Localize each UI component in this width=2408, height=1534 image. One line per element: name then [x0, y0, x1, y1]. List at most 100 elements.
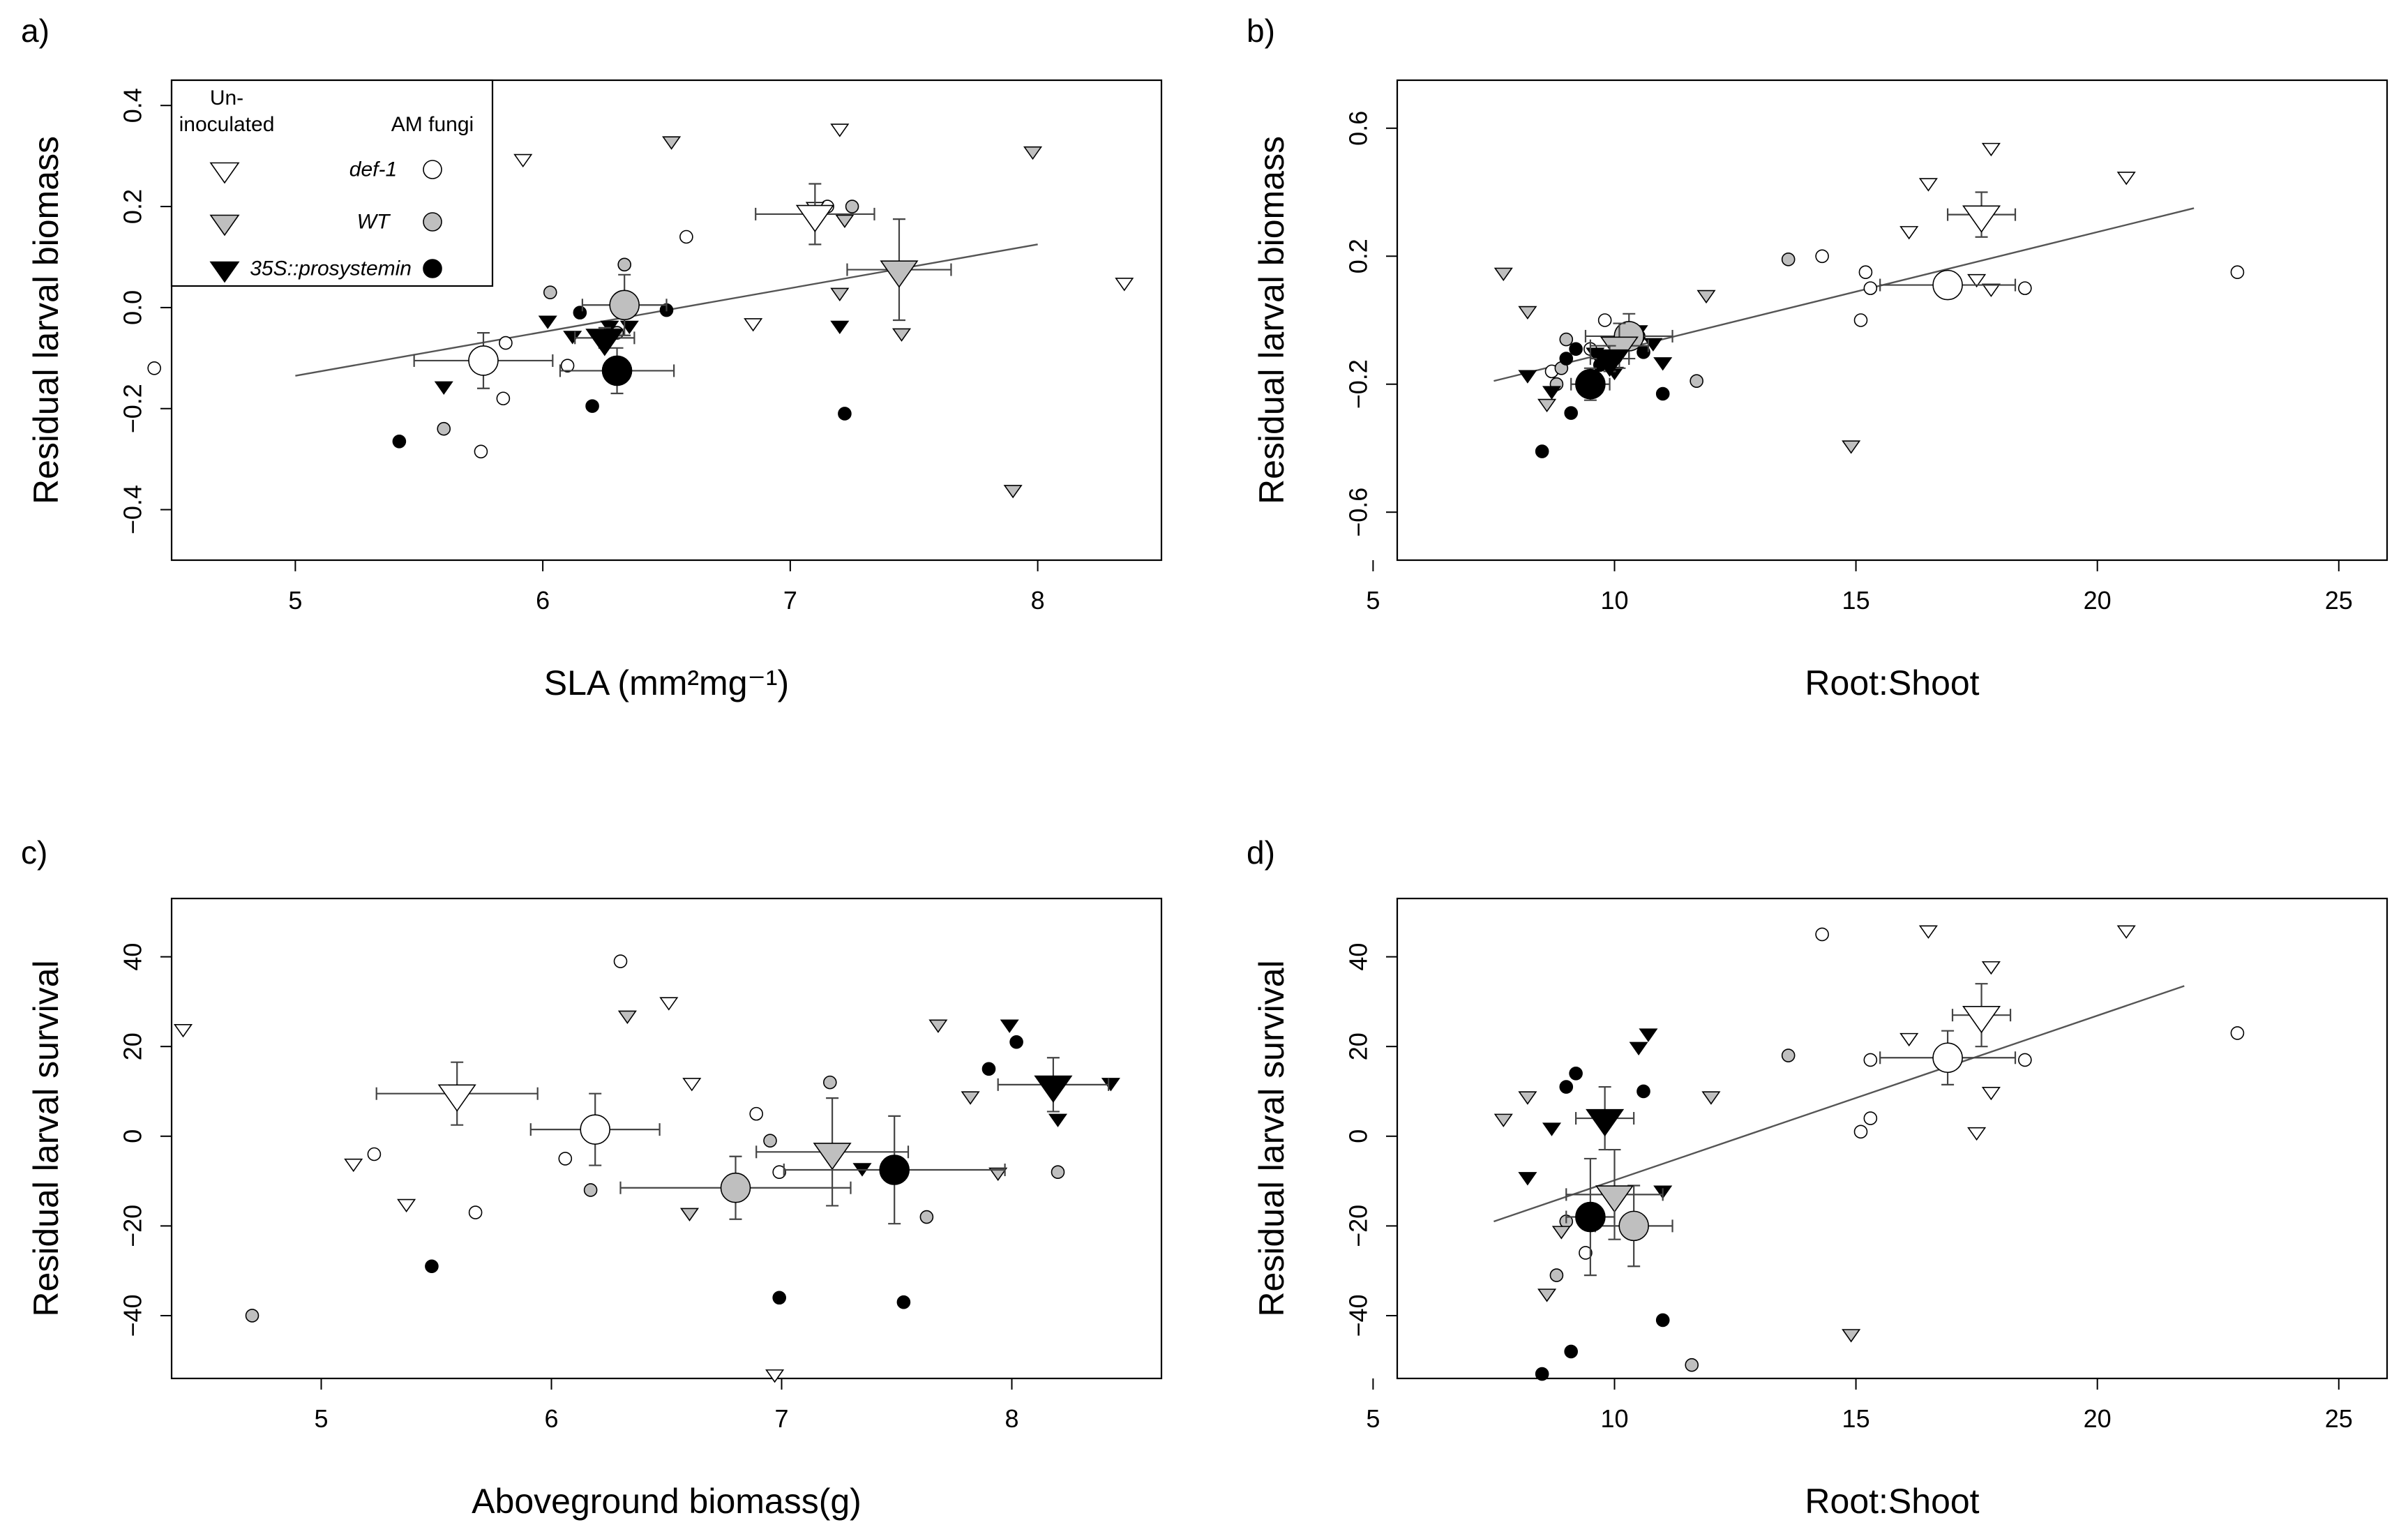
data-point	[1899, 226, 1919, 240]
y-tick-label: 0.2	[119, 189, 147, 224]
data-point	[896, 1295, 911, 1309]
data-point	[367, 1147, 382, 1161]
panel-c: c) 5 6 7 8 −40 −20 0 20 40 Aboveground biomass(g) R…	[21, 834, 1163, 1521]
data-point	[1685, 1358, 1699, 1372]
x-tick-label: 25	[2325, 1404, 2353, 1433]
data-point	[1863, 281, 1878, 295]
data-point	[1781, 1048, 1796, 1062]
y-axis-label: Residual larval survival	[27, 960, 66, 1316]
data-point	[1535, 1367, 1549, 1381]
data-point	[679, 230, 693, 244]
mean-marker	[437, 1084, 476, 1112]
data-point	[1853, 1125, 1868, 1139]
x-axis-label: Aboveground biomass(g)	[472, 1482, 861, 1521]
data-point	[891, 328, 912, 342]
panel-d: d) 5 10 15 20 25 −40 −20 0 20 40 Root:Shoot Residual…	[1247, 834, 2388, 1521]
data-point	[823, 1075, 837, 1090]
data-point	[659, 997, 679, 1011]
data-point	[1918, 178, 1938, 192]
data-point	[573, 306, 587, 319]
mean-marker	[1962, 1006, 2001, 1034]
data-point	[835, 214, 855, 228]
data-point	[749, 1106, 763, 1121]
data-point	[1579, 1246, 1593, 1260]
x-axis-label: SLA (mm²mg⁻¹)	[544, 663, 789, 702]
data-point	[1493, 267, 1513, 281]
data-point	[1981, 142, 2001, 157]
mean-marker	[1590, 349, 1630, 377]
data-point	[392, 435, 407, 449]
data-point	[961, 1091, 980, 1105]
data-point	[1542, 1122, 1562, 1136]
data-point	[830, 320, 850, 335]
plot-frame	[170, 897, 1163, 1380]
data-point	[830, 287, 850, 301]
data-point	[1967, 273, 1987, 288]
mean-marker	[601, 355, 633, 386]
x-tick-label: 6	[536, 586, 550, 615]
data-point	[1781, 253, 1796, 266]
data-point	[763, 1134, 777, 1148]
data-point	[1518, 306, 1537, 320]
data-point	[1518, 370, 1537, 384]
legend-header-uninoculated: inoculated	[179, 113, 275, 136]
data-point	[468, 1205, 483, 1219]
data-point	[1701, 1091, 1721, 1105]
data-point	[1655, 1313, 1670, 1328]
y-tick-label: 0.4	[119, 88, 147, 123]
data-point	[2018, 281, 2032, 295]
y-tick-label: 40	[1344, 943, 1373, 971]
mean-marker	[1034, 1075, 1073, 1103]
panel-a: a) 5 6 7 8 −0.4 −0.2 0.0 0.2 0.4 SLA (mm²mg⁻¹) Resi…	[21, 13, 1163, 702]
data-point	[474, 444, 488, 459]
mean-marker	[580, 1114, 611, 1145]
mean-marker	[1932, 269, 1963, 301]
data-point	[558, 1152, 573, 1166]
legend-genotype-label: def-1	[349, 158, 397, 181]
data-point	[1981, 283, 2001, 297]
data-point	[617, 257, 631, 272]
x-tick-label: 5	[1366, 1404, 1380, 1433]
data-point	[1549, 1268, 1564, 1282]
data-point	[2116, 925, 2136, 939]
y-tick-label: 0.6	[1344, 111, 1373, 146]
mean-marker	[1575, 1201, 1606, 1233]
data-point	[1967, 1127, 1987, 1141]
data-point	[1690, 374, 1703, 388]
mean-marker	[1962, 205, 2001, 233]
data-point	[513, 153, 533, 168]
mean-marker	[879, 1155, 910, 1185]
data-point	[585, 399, 599, 413]
x-tick-label: 20	[2084, 1404, 2112, 1433]
data-point	[845, 200, 859, 213]
data-point	[425, 1259, 439, 1274]
y-tick-label: 40	[119, 943, 147, 971]
y-tick-label: −20	[119, 1205, 147, 1247]
x-tick-label: 6	[544, 1404, 558, 1433]
data-point	[662, 136, 682, 150]
data-point	[437, 421, 451, 436]
data-point	[1815, 249, 1829, 264]
y-tick-label: 0.0	[119, 290, 147, 325]
y-tick-label: −40	[119, 1294, 147, 1337]
mean-marker	[1618, 1210, 1649, 1242]
data-point	[1000, 1019, 1019, 1033]
data-point	[147, 361, 161, 375]
mean-marker	[1586, 1108, 1625, 1137]
x-tick-label: 10	[1600, 586, 1628, 615]
legend-circle	[423, 160, 442, 179]
mean-marker	[585, 329, 624, 356]
data-point	[1542, 386, 1562, 400]
data-point	[613, 954, 628, 968]
data-point	[245, 1309, 259, 1323]
data-point	[1003, 485, 1023, 499]
data-point	[173, 1023, 193, 1038]
legend-header-am: AM fungi	[391, 113, 474, 136]
y-axis-label: Residual larval biomass	[27, 136, 66, 504]
data-point	[830, 123, 850, 137]
mean-marker	[813, 1143, 852, 1171]
data-point	[1537, 1288, 1557, 1302]
mean-marker	[880, 260, 919, 288]
y-tick-label: 0	[1344, 1129, 1373, 1143]
data-point	[1636, 1084, 1650, 1099]
